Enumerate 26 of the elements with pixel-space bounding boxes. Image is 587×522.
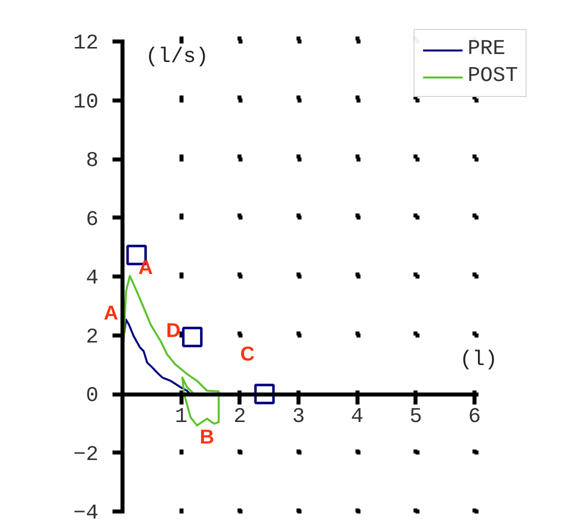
- x-tick-label: 1: [174, 406, 188, 429]
- y-axis-title: (l/s): [146, 46, 209, 69]
- legend-label: POST: [468, 65, 518, 88]
- y-tick-label: 4: [86, 268, 99, 290]
- y-tick-label: 8: [86, 150, 99, 173]
- y-tick-label: 2: [86, 326, 99, 350]
- point: [182, 326, 203, 348]
- y-tick-label: 0: [86, 385, 99, 408]
- y-tick-label: −4: [73, 502, 99, 522]
- x-tick-label: 5: [410, 406, 422, 429]
- annotation: A: [138, 257, 153, 280]
- annotation: B: [200, 426, 214, 448]
- y-tick-label: 6: [86, 208, 99, 232]
- x-axis-title: (l): [460, 349, 498, 372]
- x-tick-label: 2: [234, 406, 246, 429]
- legend-label: PRE: [468, 38, 506, 61]
- y-tick-label: −2: [73, 444, 99, 467]
- line-series: [122, 274, 220, 426]
- annotation: A: [104, 302, 118, 325]
- y-tick-label: 10: [73, 91, 99, 114]
- y-tick-label: 12: [73, 32, 99, 56]
- x-tick-label: 6: [468, 406, 481, 429]
- x-tick-label: 3: [292, 406, 305, 429]
- annotation: C: [240, 344, 255, 366]
- annotation: D: [166, 320, 181, 342]
- x-tick-label: 4: [350, 406, 364, 429]
